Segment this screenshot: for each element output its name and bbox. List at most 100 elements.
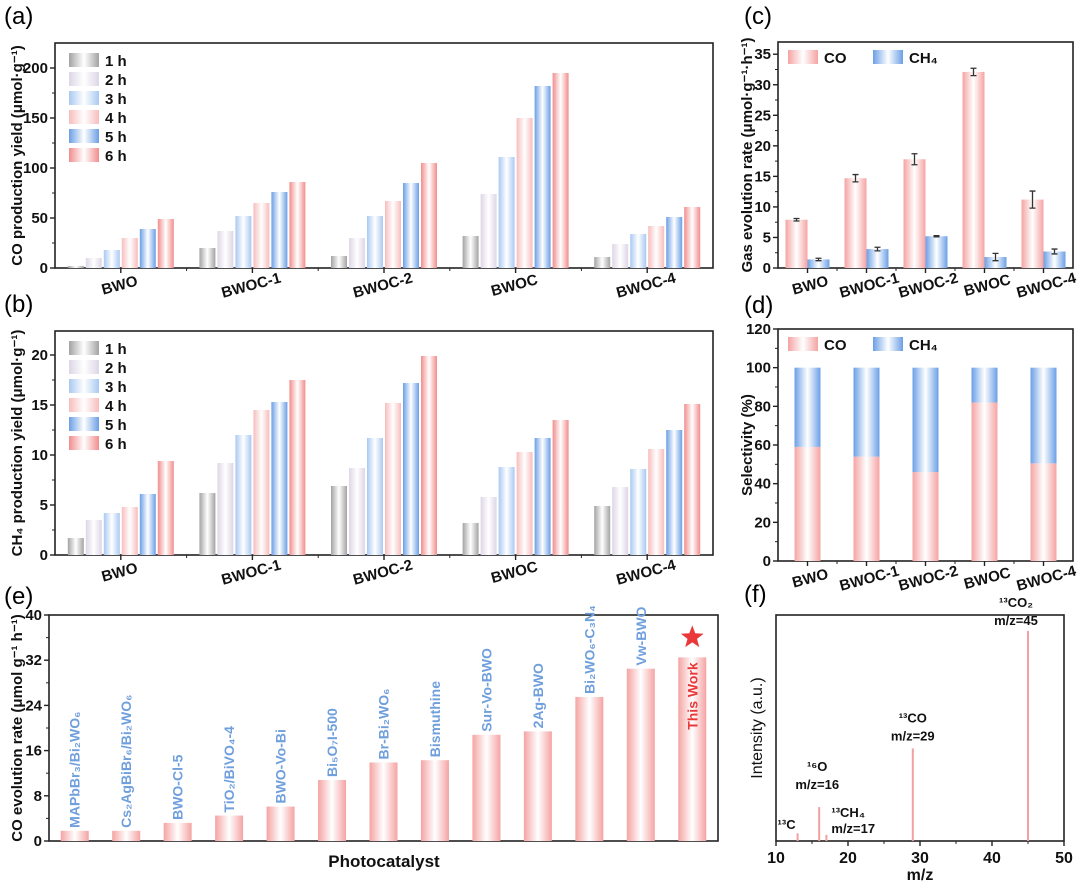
peak-label: ¹³CO: [899, 710, 927, 725]
y-tick-label: 10: [754, 199, 771, 216]
bar: [480, 194, 497, 268]
y-tick-label: 0: [34, 833, 42, 850]
bar: [331, 256, 347, 268]
x-tick-label: 20: [839, 850, 857, 867]
panel-c-chart: [773, 41, 1074, 273]
y-tick-label: 0: [40, 260, 48, 277]
bar-label: MAPbBr₃/Bi₂WO₆: [67, 712, 83, 828]
panel-label-e: (e): [4, 583, 33, 610]
bar: [462, 236, 479, 268]
bar-ch4-segment: [853, 367, 880, 457]
error-bar: [992, 252, 999, 262]
panel-label-a: (a): [4, 3, 33, 30]
y-axis-label: CO evolution rate (μmol g⁻¹ h⁻¹): [9, 614, 26, 842]
bar: [612, 487, 629, 555]
bar: [648, 226, 665, 268]
y-tick-label: 20: [754, 138, 771, 155]
peak-label: ¹³C: [778, 817, 797, 832]
bar: [271, 192, 288, 268]
x-axis-label: m/z: [907, 867, 934, 884]
peak-label: m/z=29: [891, 728, 935, 743]
bar: [575, 696, 604, 841]
x-category-label: BWOC-2: [897, 270, 960, 302]
bar: [121, 238, 138, 268]
legend-swatch: [69, 72, 99, 86]
legend-swatch: [788, 337, 818, 351]
legend-swatch: [69, 110, 99, 124]
y-tick-label: 24: [25, 697, 42, 714]
bar: [369, 762, 398, 841]
bar: [85, 520, 102, 555]
bar: [385, 403, 401, 555]
panel-label-c: (c): [744, 3, 772, 30]
error-bar: [970, 67, 977, 77]
bar: [367, 438, 383, 555]
y-tick-label: 8: [34, 788, 42, 805]
y-tick-label: 150: [23, 110, 48, 127]
x-category-label: BWO: [100, 273, 140, 299]
error-bar: [815, 257, 822, 262]
bar-ch4-segment: [912, 367, 939, 473]
bar: [472, 734, 501, 841]
bar-label: BWO-Cl-5: [170, 754, 186, 820]
bar: [626, 668, 655, 841]
x-tick-label: 40: [983, 850, 1001, 867]
bar-label: Bi₅O₇I-500: [324, 708, 340, 777]
panel-b-chart: [50, 330, 714, 560]
y-tick-label: 15: [754, 168, 771, 185]
y-tick-label: 20: [31, 347, 48, 364]
bar: [289, 380, 306, 555]
y-tick-label: 25: [754, 107, 771, 124]
bar: [139, 494, 156, 555]
x-category-label: BWOC: [489, 558, 539, 587]
bar: [199, 248, 216, 268]
bar-label: This Work: [684, 662, 700, 730]
bar: [552, 420, 569, 555]
bar: [121, 507, 138, 555]
legend-swatch: [69, 53, 99, 67]
legend-label: 5 h: [105, 417, 127, 434]
bar: [331, 486, 347, 555]
legend-label: 5 h: [105, 129, 127, 146]
bar-ch4-segment: [1030, 367, 1057, 464]
bar: [785, 219, 808, 268]
y-axis-label: Gas evolution rate (μmol·g⁻¹·h⁻¹): [739, 37, 756, 272]
y-tick-label: 80: [754, 398, 771, 415]
bar-co-segment: [1030, 463, 1057, 561]
legend-swatch: [69, 341, 99, 355]
bar: [420, 760, 449, 841]
bar: [349, 468, 365, 555]
error-bar: [1051, 248, 1058, 255]
bar-co-segment: [794, 446, 821, 561]
bar: [67, 538, 84, 555]
x-category-label: BWOC: [962, 564, 1012, 593]
x-tick-label: 30: [911, 850, 929, 867]
y-axis-label: CH₄ production yield (μmol·g⁻¹): [9, 330, 26, 557]
y-axis-label: Selectivity (%): [739, 394, 756, 496]
bar: [157, 461, 174, 555]
x-category-label: BWOC-1: [838, 563, 901, 595]
y-tick-label: 35: [754, 46, 771, 63]
error-bar: [852, 173, 859, 183]
y-tick-label: 20: [754, 514, 771, 531]
panel-label-b: (b): [4, 291, 33, 318]
panel-a-chart: [50, 42, 714, 273]
x-category-label: BWOC-4: [1015, 562, 1079, 594]
bar: [217, 231, 234, 268]
x-category-label: BWOC-4: [614, 556, 678, 588]
y-tick-label: 0: [763, 260, 771, 277]
bar: [498, 467, 515, 555]
legend-label: 6 h: [105, 148, 127, 165]
x-category-label: BWOC-1: [838, 270, 901, 302]
y-tick-label: 32: [25, 652, 42, 669]
bar: [112, 830, 141, 841]
x-tick-label: 50: [1055, 850, 1073, 867]
bar: [289, 182, 306, 268]
bar: [253, 410, 270, 555]
bar: [516, 452, 533, 555]
bar-label: Sur-Vo-BWO: [478, 648, 494, 732]
bar: [498, 157, 515, 268]
y-tick-label: 60: [754, 437, 771, 454]
bar: [678, 657, 707, 841]
